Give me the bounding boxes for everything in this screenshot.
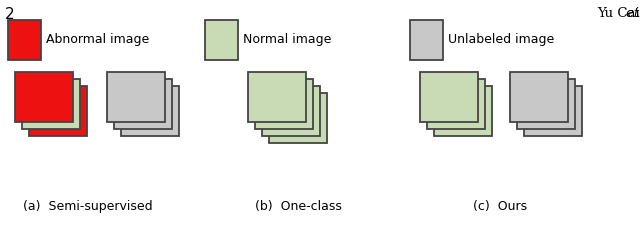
Bar [121, 86, 179, 136]
Bar [22, 79, 80, 129]
Bar [248, 72, 306, 122]
Text: Unlabeled image: Unlabeled image [448, 33, 554, 46]
Text: 2: 2 [5, 7, 15, 22]
Text: Yu Cai: Yu Cai [597, 7, 640, 20]
Text: Abnormal image: Abnormal image [46, 33, 149, 46]
Bar [434, 86, 492, 136]
Bar [410, 20, 443, 60]
Bar [427, 79, 485, 129]
Bar [524, 86, 582, 136]
Bar [29, 86, 87, 136]
Bar [15, 72, 73, 122]
Bar [114, 79, 172, 129]
Bar [8, 20, 41, 60]
Text: (c)  Ours: (c) Ours [473, 200, 527, 213]
Bar [420, 72, 478, 122]
Bar [205, 20, 238, 60]
Text: (b)  One-class: (b) One-class [255, 200, 341, 213]
Bar [255, 79, 313, 129]
Bar [269, 93, 327, 143]
Bar [510, 72, 568, 122]
Bar [107, 72, 165, 122]
Text: (a)  Semi-supervised: (a) Semi-supervised [23, 200, 153, 213]
Bar [517, 79, 575, 129]
Text: et al.: et al. [626, 7, 640, 20]
Text: Normal image: Normal image [243, 33, 332, 46]
Bar [262, 86, 320, 136]
